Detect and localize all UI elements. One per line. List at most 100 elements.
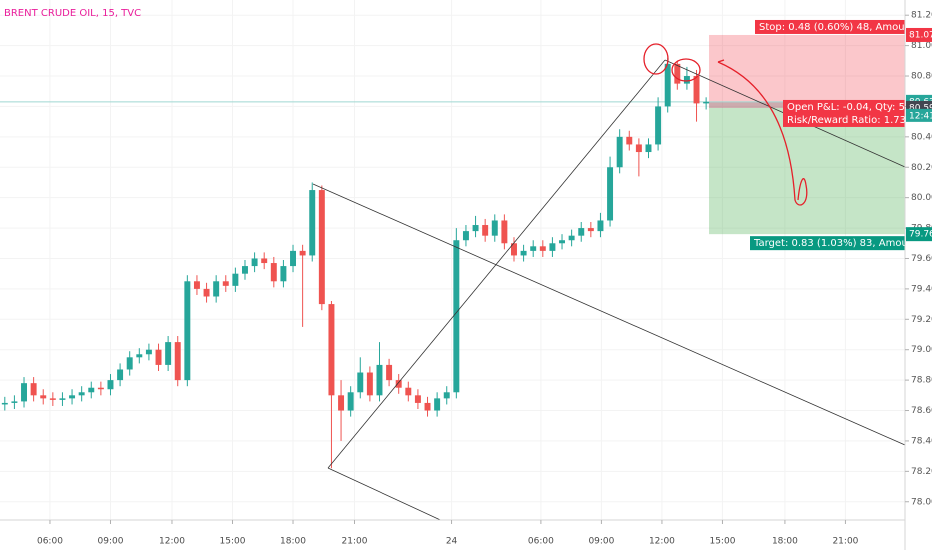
price-tag-label: 81.07 (909, 30, 932, 40)
candle-body (366, 372, 373, 396)
y-tick-label: 78.40 (911, 436, 932, 446)
candle-body (655, 106, 662, 145)
price-axis-bg (905, 0, 932, 550)
y-tick-label: 78.60 (911, 406, 932, 416)
candle-body (424, 402, 431, 411)
y-tick-label: 78.20 (911, 467, 932, 477)
x-tick-label: 18:00 (280, 537, 306, 547)
candle-body (414, 395, 421, 403)
position-label: Risk/Reward Ratio: 1.73 (787, 115, 906, 126)
candle-body (107, 380, 114, 390)
candle-body (587, 228, 594, 232)
y-tick-label: 79.20 (911, 315, 932, 325)
candle-body (520, 250, 527, 256)
candle-body (174, 342, 181, 381)
position-label-bg (755, 19, 932, 34)
candle-body (145, 349, 152, 355)
position-label-bg (783, 99, 908, 114)
candle-body (203, 288, 210, 297)
price-tag (906, 27, 932, 42)
candle-body (97, 387, 104, 390)
candle-body (69, 395, 76, 399)
candle-body (626, 136, 633, 145)
x-tick-label: 09:00 (588, 537, 614, 547)
y-tick-label: 81.00 (911, 41, 932, 51)
trend-line (327, 59, 666, 469)
hand-annotations (643, 43, 808, 206)
candle-body (280, 266, 287, 282)
candle-body (491, 220, 498, 236)
y-tick-label: 79.60 (911, 254, 932, 264)
candle-body (395, 380, 402, 388)
candle-body (443, 392, 450, 399)
candle-body (568, 235, 575, 241)
candle-body (88, 387, 95, 393)
candle-body (40, 395, 47, 399)
candle-body (693, 76, 700, 104)
candle-body (549, 243, 556, 251)
arrow-tail (717, 59, 725, 63)
candle-body (328, 304, 335, 396)
candle-body (376, 364, 383, 396)
x-tick-label: 18:00 (772, 537, 798, 547)
circle-mark (643, 43, 669, 75)
candle-body (309, 190, 316, 256)
trend-line (312, 183, 906, 446)
candle-body (664, 63, 671, 107)
countdown-tag (906, 108, 932, 122)
candle-body (299, 250, 306, 256)
candle-body (357, 372, 364, 393)
price-tag-label: 79.76 (909, 230, 932, 240)
x-tick-label: 24 (446, 537, 458, 547)
candle-body (318, 190, 325, 305)
candle-body (616, 136, 623, 168)
time-axis-bg (0, 520, 905, 550)
candle-body (530, 246, 537, 251)
arrow-curve (717, 61, 808, 206)
candle-body (242, 266, 248, 274)
y-tick-label: 80.80 (911, 72, 932, 82)
y-tick-label: 79.00 (911, 345, 932, 355)
candle-body (165, 342, 172, 365)
candle-body (434, 398, 441, 411)
candle-body (645, 144, 652, 153)
y-tick-label: 78.80 (911, 376, 932, 386)
drawings (312, 59, 906, 531)
candle-body (222, 281, 229, 286)
candle-body (607, 167, 614, 221)
candle-body (49, 398, 56, 400)
candle-body (11, 401, 18, 403)
x-tick-label: 15:00 (220, 537, 246, 547)
candle-body (30, 383, 37, 396)
x-tick-label: 12:00 (649, 537, 675, 547)
candle-body (674, 63, 681, 84)
candle-body (184, 281, 191, 381)
candle-body (511, 243, 517, 256)
x-tick-label: 21:00 (342, 537, 368, 547)
candle-body (703, 101, 710, 104)
candle-body (155, 349, 162, 365)
candle-body (270, 263, 277, 282)
x-tick-label: 15:00 (709, 537, 735, 547)
candle-body (213, 281, 220, 297)
position-label: Stop: 0.48 (0.60%) 48, Amount: 2 (759, 22, 928, 33)
candle-body (482, 225, 489, 236)
y-tick-label: 80.20 (911, 163, 932, 173)
y-tick-label: 80.00 (911, 193, 932, 203)
circle-mark (671, 58, 701, 82)
position-label-bg (783, 112, 908, 127)
price-tag (906, 227, 932, 242)
candle-body (232, 273, 239, 286)
candle-body (290, 250, 296, 267)
candle-body (21, 383, 27, 402)
stop-zone (709, 34, 905, 108)
candle-body (559, 240, 566, 244)
candle-body (578, 228, 585, 236)
x-tick-label: 12:00 (159, 537, 185, 547)
candle-body (462, 231, 469, 241)
position-label: Target: 0.83 (1.03%) 83, Amount: 1 (753, 238, 931, 249)
x-tick-label: 09:00 (98, 537, 124, 547)
y-tick-label: 80.40 (911, 132, 932, 142)
